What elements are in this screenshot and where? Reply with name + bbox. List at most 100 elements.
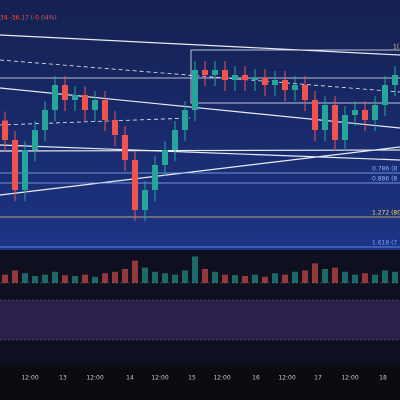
- x-tick-label: 12:00: [213, 375, 230, 382]
- candle-body: [352, 110, 358, 115]
- volume-bar: [262, 276, 268, 283]
- candle-body: [362, 110, 368, 120]
- candle-body: [392, 75, 398, 85]
- rsi-band: [0, 300, 400, 340]
- candle-body: [372, 105, 378, 120]
- trend-line: [0, 146, 400, 196]
- x-tick-label: 17: [314, 375, 322, 382]
- price-tag: 1(: [393, 44, 399, 51]
- volume-bar: [142, 267, 148, 283]
- volume-bar: [282, 274, 288, 283]
- candle-body: [252, 77, 258, 80]
- candle-body: [342, 115, 348, 140]
- candle-body: [72, 95, 78, 100]
- volume-bar: [322, 269, 328, 283]
- trend-line: [0, 144, 400, 161]
- volume-bar: [312, 263, 318, 283]
- volume-bar: [22, 273, 28, 283]
- volume-bar: [82, 274, 88, 283]
- candle-body: [142, 190, 148, 210]
- volume-bar: [372, 274, 378, 283]
- candle-body: [242, 75, 248, 80]
- volume-bar: [202, 269, 208, 283]
- trend-line: [0, 149, 400, 152]
- candle-body: [302, 85, 308, 100]
- volume-bar: [112, 271, 118, 283]
- candle-body: [322, 105, 328, 130]
- x-tick-label: 12:00: [21, 375, 38, 382]
- volume-bar: [52, 271, 58, 283]
- candle-body: [262, 77, 268, 85]
- candle-body: [52, 85, 58, 110]
- fib-label: 0.886 (8: [372, 175, 397, 182]
- x-tick-label: 12:00: [278, 375, 295, 382]
- candle-body: [92, 100, 98, 110]
- candle-body: [182, 110, 188, 130]
- volume-bar: [392, 271, 398, 283]
- fib-label: 0.786 (8: [372, 165, 397, 172]
- volume-bar: [152, 271, 158, 283]
- candle-body: [42, 110, 48, 130]
- volume-bar: [122, 269, 128, 283]
- dashed-line: [0, 117, 191, 126]
- volume-bar: [222, 274, 228, 283]
- volume-bar: [192, 256, 198, 283]
- candle-body: [382, 85, 388, 105]
- candle-body: [232, 75, 238, 80]
- x-tick-label: 12:00: [151, 375, 168, 382]
- x-tick-label: 12:00: [86, 375, 103, 382]
- volume-bar: [172, 274, 178, 283]
- volume-bar: [272, 273, 278, 283]
- volume-bar: [352, 274, 358, 283]
- header: 34 -36.17 (-0.04%): [0, 15, 57, 22]
- candle-body: [112, 120, 118, 135]
- candle-body: [282, 80, 288, 90]
- volume-bar: [72, 276, 78, 283]
- volume-bar: [212, 271, 218, 283]
- x-tick-label: 12:00: [341, 375, 358, 382]
- volume-bar: [162, 273, 168, 283]
- range-box: [190, 49, 400, 104]
- candle-body: [292, 85, 298, 90]
- fib-label: 1.618 (7: [372, 240, 397, 247]
- candle-body: [152, 165, 158, 190]
- x-tick-label: 14: [126, 375, 134, 382]
- volume-bar: [42, 274, 48, 283]
- volume-bar: [302, 270, 308, 283]
- candle-body: [22, 150, 28, 190]
- candle-body: [192, 70, 198, 110]
- volume-bar: [232, 275, 238, 283]
- candle-body: [132, 160, 138, 210]
- trend-line: [0, 34, 400, 56]
- x-tick-label: 18: [379, 375, 387, 382]
- candle-body: [122, 135, 128, 160]
- x-tick-label: 13: [59, 375, 67, 382]
- volume-bar: [92, 276, 98, 283]
- candle-body: [82, 95, 88, 110]
- x-axis: [0, 365, 400, 400]
- candle-body: [222, 70, 228, 80]
- volume-bar: [362, 273, 368, 283]
- candle-body: [312, 100, 318, 130]
- volume-bar: [12, 270, 18, 283]
- candle-body: [102, 100, 108, 120]
- volume-bar: [342, 271, 348, 283]
- x-tick-label: 16: [252, 375, 260, 382]
- candle-body: [32, 130, 38, 150]
- candle-body: [62, 85, 68, 100]
- candle-body: [172, 130, 178, 150]
- volume-bar: [2, 274, 8, 283]
- volume-bar: [292, 271, 298, 283]
- candle-body: [272, 80, 278, 85]
- candle-body: [212, 70, 218, 75]
- volume-bar: [332, 267, 338, 283]
- dashed-line: [0, 59, 400, 93]
- volume-bar: [132, 260, 138, 283]
- candle-body: [2, 120, 8, 140]
- x-tick-label: 15: [188, 375, 196, 382]
- volume-bar: [252, 274, 258, 283]
- candle-body: [202, 70, 208, 75]
- fib-label: 1.272 (80: [372, 210, 400, 217]
- volume-bar: [382, 270, 388, 283]
